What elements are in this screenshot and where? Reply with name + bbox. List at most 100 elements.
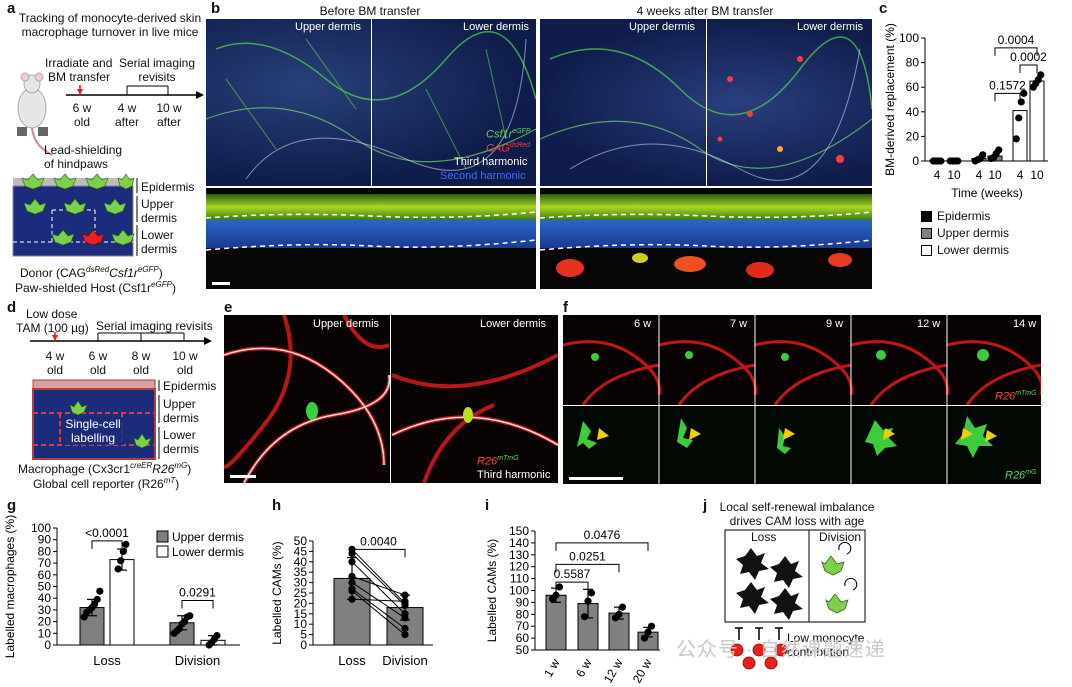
significance-bracket	[994, 47, 1038, 56]
panel-d-layer-epidermis: Epidermis	[163, 379, 217, 393]
legend-label-epidermis: Epidermis	[937, 209, 991, 223]
data-point	[1012, 135, 1020, 143]
p-value-label: <0.0001	[85, 526, 129, 540]
data-point	[348, 572, 356, 580]
panel-a-layer-epidermis: Epidermis	[141, 180, 195, 194]
data-point	[348, 558, 356, 566]
panel-a-serial-1: Serial imaging	[118, 56, 196, 70]
paired-line	[351, 598, 406, 602]
panel-b-before: Before BM transfer	[319, 4, 421, 18]
paired-line	[351, 553, 406, 606]
data-point	[937, 157, 945, 165]
p-value-label: 0.5587	[554, 567, 591, 581]
data-point	[1020, 89, 1028, 97]
panel-d-t1b: old	[46, 363, 63, 377]
panel-a-t1a: 6 w	[72, 101, 92, 115]
panel-a-layer-upper-2: dermis	[141, 211, 178, 225]
legend-swatch-lower-dermis	[921, 245, 932, 256]
data-point	[584, 597, 592, 605]
y-tick-label: 90	[516, 595, 530, 609]
panel-d-layer-lower-2: dermis	[163, 442, 200, 456]
y-tick-label: 25	[294, 586, 308, 600]
panel-a-irradiate-1: Irradiate and	[45, 56, 113, 70]
y-tick-label: 50	[516, 643, 530, 657]
panel-label-c: c	[879, 0, 888, 17]
data-point	[401, 591, 409, 599]
panel-b-after-lower: Lower dermis	[797, 21, 864, 33]
p-value-label: 0.0040	[360, 534, 397, 548]
data-point	[979, 151, 987, 159]
y-tick-label: 40	[294, 555, 308, 569]
data-point	[995, 146, 1003, 154]
legend-swatch	[156, 530, 169, 543]
data-point	[587, 589, 596, 597]
panel-a-irradiate-2: BM transfer	[48, 70, 111, 84]
panel-d-single-2: labelling	[62, 431, 124, 445]
panel-a-title-1: Tracking of monocyte-derived skin	[18, 11, 202, 25]
significance-bracket	[91, 540, 123, 549]
data-point	[640, 634, 649, 642]
panel-a-t1b: old	[73, 115, 90, 129]
data-point	[96, 587, 104, 595]
panel-a-donor: Donor (CAGdsRedCsf1reGFP)	[20, 265, 163, 280]
y-tick-label: 60	[38, 568, 52, 582]
y-tick-label: 30	[294, 576, 308, 590]
panel-e-upper: Upper dermis	[313, 318, 380, 330]
panel-f-time-2: 7 w	[730, 318, 748, 330]
panel-j-title-1: Local self-renewal imbalance	[719, 500, 875, 514]
x-axis-label: Time (weeks)	[951, 186, 1023, 200]
data-point	[580, 613, 589, 621]
panel-j-schematic	[724, 529, 866, 670]
panel-f-time-5: 14 w	[1013, 318, 1037, 330]
panel-a-shield-1: Lead-shielding	[44, 143, 123, 157]
x-tick-label: 4	[934, 168, 941, 182]
x-tick-label: 4	[976, 168, 983, 182]
panel-d-global: Global cell reporter (R26mT)	[33, 476, 180, 491]
p-value-label: 0.0476	[584, 528, 621, 542]
y-axis-label: Labelled CAMs (%)	[270, 541, 284, 644]
y-tick-label: 70	[38, 556, 52, 570]
panel-e-r26: R26mTmG	[477, 455, 519, 468]
panel-label-j: j	[703, 497, 708, 514]
panel-d-t2b: old	[89, 363, 106, 377]
legend-label: Lower dermis	[172, 545, 244, 559]
data-point	[117, 557, 125, 565]
y-tick-label: 70	[516, 619, 530, 633]
y-tick-label: 150	[509, 524, 529, 538]
x-tick-label: 10	[1030, 168, 1044, 182]
panel-a-t3a: 10 w	[156, 101, 182, 115]
panel-a-serial-2: revisits	[138, 70, 176, 84]
y-tick-label: 40	[38, 591, 52, 605]
panel-label-h: h	[272, 497, 282, 514]
panel-label-g: g	[7, 497, 17, 514]
panel-d-layer-upper-2: dermis	[163, 411, 200, 425]
significance-bracket	[351, 548, 406, 558]
panel-b-after: 4 weeks after BM transfer	[636, 4, 774, 18]
x-tick-label: Loss	[93, 653, 121, 668]
legend-label-lower-dermis: Lower dermis	[937, 243, 1010, 257]
panel-j-title-2: drives CAM loss with age	[729, 514, 865, 528]
panel-label-i: i	[485, 497, 490, 514]
x-tick-label: 20 w	[630, 656, 655, 685]
data-point	[93, 595, 101, 603]
significance-bracket	[1019, 64, 1038, 74]
panel-a-t3b: after	[156, 115, 181, 129]
y-tick-label: 35	[294, 565, 308, 579]
data-point	[213, 632, 221, 640]
panel-e-third: Third harmonic	[477, 469, 551, 481]
panel-d-serial: Serial imaging revisits	[96, 319, 213, 333]
mouse-icon	[17, 72, 53, 156]
panel-a-shield-2: of hindpaws	[44, 157, 109, 171]
y-tick-label: 100	[899, 31, 919, 45]
y-tick-label: 10	[294, 617, 308, 631]
paired-line	[351, 575, 406, 596]
micrograph-b-before-side	[206, 188, 536, 289]
panel-d-t2a: 6 w	[88, 349, 108, 363]
panel-b-after-upper: Upper dermis	[629, 21, 696, 33]
panel-j-division: Division	[819, 530, 862, 544]
panel-j-loss: Loss	[751, 530, 777, 544]
panel-d-single-1: Single-cell	[62, 417, 124, 431]
y-tick-label: 140	[509, 536, 529, 550]
